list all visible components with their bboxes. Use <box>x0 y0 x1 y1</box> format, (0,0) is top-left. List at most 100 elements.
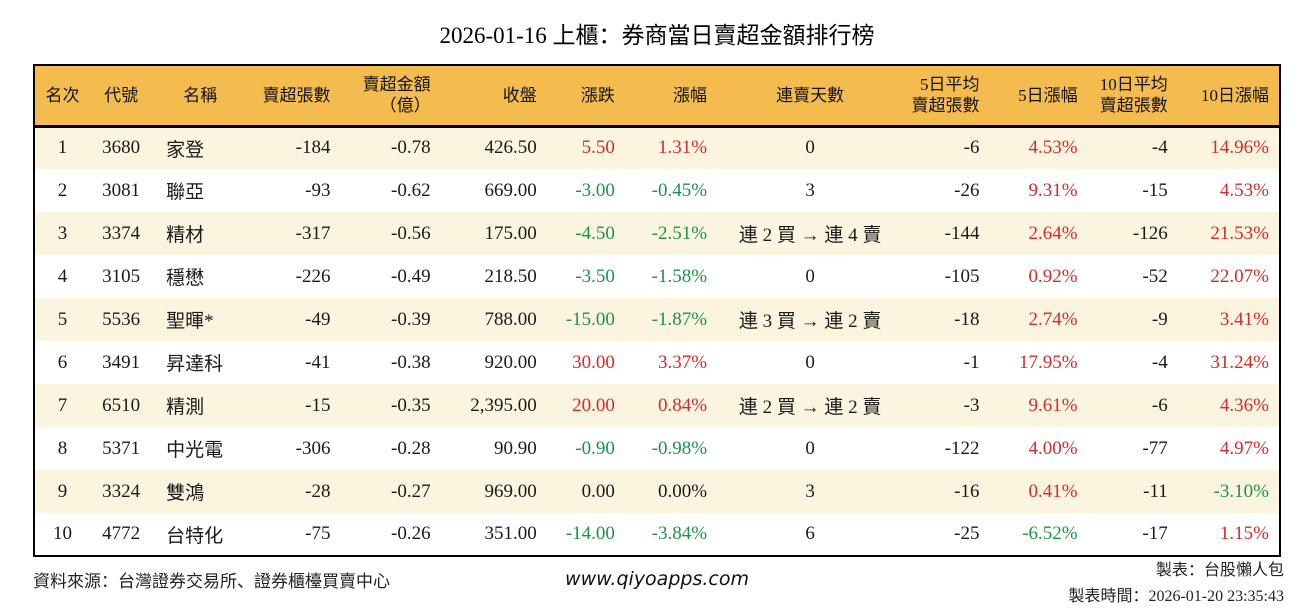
cell-net-sell-volume: -93 <box>305 179 331 201</box>
cell-net-sell-amount: -0.35 <box>391 394 431 416</box>
cell-pct10: 21.53% <box>1210 222 1269 244</box>
cell-change: 5.50 <box>581 137 615 159</box>
cell-pct5: 9.31% <box>1028 179 1078 201</box>
cell-pct5: 17.95% <box>1019 351 1078 373</box>
cell-sell-streak: 3 <box>805 480 815 502</box>
cell-code: 4772 <box>102 523 141 544</box>
cell-name: 精測 <box>166 397 205 418</box>
cell-change: -15.00 <box>565 308 615 330</box>
cell-net-sell-amount: -0.62 <box>391 179 431 201</box>
cell-net-sell-amount: -0.39 <box>391 308 431 330</box>
cell-name: 中光電 <box>166 440 224 461</box>
cell-change-pct: 0.84% <box>657 394 708 416</box>
cell-name: 穩懋 <box>166 268 205 289</box>
cell-net-sell-volume: -184 <box>295 137 331 159</box>
cell-pct5: 2.64% <box>1028 222 1078 244</box>
cell-avg10-volume: -6 <box>1151 394 1168 416</box>
header-net-sell-volume: 賣超張數 <box>262 85 331 105</box>
cell-name: 聯亞 <box>166 182 205 203</box>
table-body: 1 3680 家登 -184 -0.78 426.50 5.50 1.31% 0 -6 4.53% -… <box>34 126 1280 556</box>
cell-pct10: 22.07% <box>1210 265 1269 287</box>
cell-avg5-volume: -18 <box>954 308 980 330</box>
cell-pct5: 0.41% <box>1028 480 1078 502</box>
website-url: www.qiyoapps.com <box>565 568 749 590</box>
cell-net-sell-volume: -41 <box>305 351 331 373</box>
cell-net-sell-amount: -0.56 <box>391 222 431 244</box>
cell-rank: 5 <box>57 308 68 330</box>
header-pct5: 5日漲幅 <box>1018 85 1078 105</box>
cell-close: 2,395.00 <box>470 394 537 416</box>
cell-pct5: 4.53% <box>1028 137 1078 159</box>
cell-pct10: 4.97% <box>1219 437 1269 459</box>
generated-timestamp: 製表時間：2026-01-20 23:35:43 <box>1068 587 1284 605</box>
table-row: 4 3105 穩懋 -226 -0.49 218.50 -3.50 -1.58% 0 -105 0.… <box>34 255 1280 298</box>
header-row: 名次 代號 名稱 賣超張數 賣超金額 （億） 收盤 漲跌 漲幅 連賣天數 5日平… <box>34 65 1280 126</box>
cell-name: 家登 <box>166 139 205 161</box>
cell-net-sell-volume: -49 <box>305 308 331 330</box>
cell-avg10-volume: -11 <box>1143 480 1168 502</box>
cell-change: -3.50 <box>575 265 615 287</box>
header-sell-streak: 連賣天數 <box>776 85 845 105</box>
cell-net-sell-amount: -0.78 <box>391 137 431 159</box>
table-row: 1 3680 家登 -184 -0.78 426.50 5.50 1.31% 0 -6 4.53% -… <box>34 126 1280 169</box>
header-change-pct: 漲幅 <box>673 85 708 105</box>
table-row: 8 5371 中光電 -306 -0.28 90.90 -0.90 -0.98% 0 -122 4.… <box>34 427 1280 470</box>
cell-close: 920.00 <box>484 351 537 373</box>
cell-sell-streak: 連 3 買 → 連 2 賣 <box>738 311 882 332</box>
cell-avg5-volume: -6 <box>963 137 980 159</box>
cell-pct10: 4.36% <box>1219 394 1269 416</box>
cell-change-pct: -0.98% <box>651 437 708 459</box>
cell-net-sell-amount: -0.26 <box>391 523 431 544</box>
cell-change: -0.90 <box>575 437 615 459</box>
cell-avg10-volume: -52 <box>1142 265 1168 287</box>
cell-change-pct: 0.00% <box>657 480 708 502</box>
cell-net-sell-amount: -0.28 <box>391 437 431 459</box>
cell-rank: 3 <box>57 222 68 244</box>
cell-change-pct: -2.51% <box>651 222 708 244</box>
cell-rank: 9 <box>57 480 68 502</box>
cell-pct5: 0.92% <box>1028 265 1078 287</box>
cell-avg10-volume: -9 <box>1151 308 1168 330</box>
header-net-sell-amount: 賣超金額 （億） <box>362 75 431 116</box>
table-row: 2 3081 聯亞 -93 -0.62 669.00 -3.00 -0.45% 3 -26 9.31… <box>34 169 1280 212</box>
ranking-table: 名次 代號 名稱 賣超張數 賣超金額 （億） 收盤 漲跌 漲幅 連賣天數 5日平… <box>33 64 1281 557</box>
cell-avg5-volume: -122 <box>944 437 980 459</box>
cell-pct10: 3.41% <box>1219 308 1269 330</box>
cell-code: 3105 <box>102 265 141 287</box>
cell-net-sell-volume: -15 <box>305 394 331 416</box>
cell-sell-streak: 0 <box>805 137 815 159</box>
cell-net-sell-amount: -0.38 <box>391 351 431 373</box>
cell-code: 3081 <box>102 179 141 201</box>
cell-code: 3680 <box>102 137 141 159</box>
cell-pct5: 2.74% <box>1028 308 1078 330</box>
header-close: 收盤 <box>502 85 537 105</box>
cell-rank: 2 <box>57 179 68 201</box>
table-row: 10 4772 台特化 -75 -0.26 351.00 -14.00 -3.84% 6 -25 -… <box>34 513 1280 556</box>
cell-change: -14.00 <box>565 523 615 544</box>
cell-sell-streak: 0 <box>805 265 815 287</box>
cell-code: 5536 <box>102 308 141 330</box>
cell-sell-streak: 0 <box>805 437 815 459</box>
cell-close: 351.00 <box>484 523 537 544</box>
cell-avg5-volume: -144 <box>944 222 980 244</box>
header-change: 漲跌 <box>580 85 615 105</box>
cell-close: 90.90 <box>494 437 537 459</box>
cell-code: 3324 <box>102 480 141 502</box>
cell-change-pct: -0.45% <box>651 179 708 201</box>
cell-name: 聖暉* <box>166 311 214 332</box>
cell-rank: 4 <box>57 265 68 287</box>
cell-avg5-volume: -26 <box>954 179 980 201</box>
maker-credit: 製表：台股懶人包 <box>1155 562 1284 579</box>
cell-close: 175.00 <box>484 222 537 244</box>
cell-sell-streak: 3 <box>805 179 815 201</box>
cell-avg10-volume: -17 <box>1142 523 1168 544</box>
cell-sell-streak: 0 <box>805 351 815 373</box>
cell-avg5-volume: -3 <box>963 394 980 416</box>
cell-rank: 6 <box>57 351 68 373</box>
cell-close: 218.50 <box>484 265 537 287</box>
cell-net-sell-volume: -28 <box>305 480 331 502</box>
cell-avg5-volume: -105 <box>944 265 980 287</box>
cell-avg10-volume: -126 <box>1132 222 1168 244</box>
data-source-note: 資料來源：台灣證券交易所、證券櫃檯買賣中心 <box>33 572 390 591</box>
